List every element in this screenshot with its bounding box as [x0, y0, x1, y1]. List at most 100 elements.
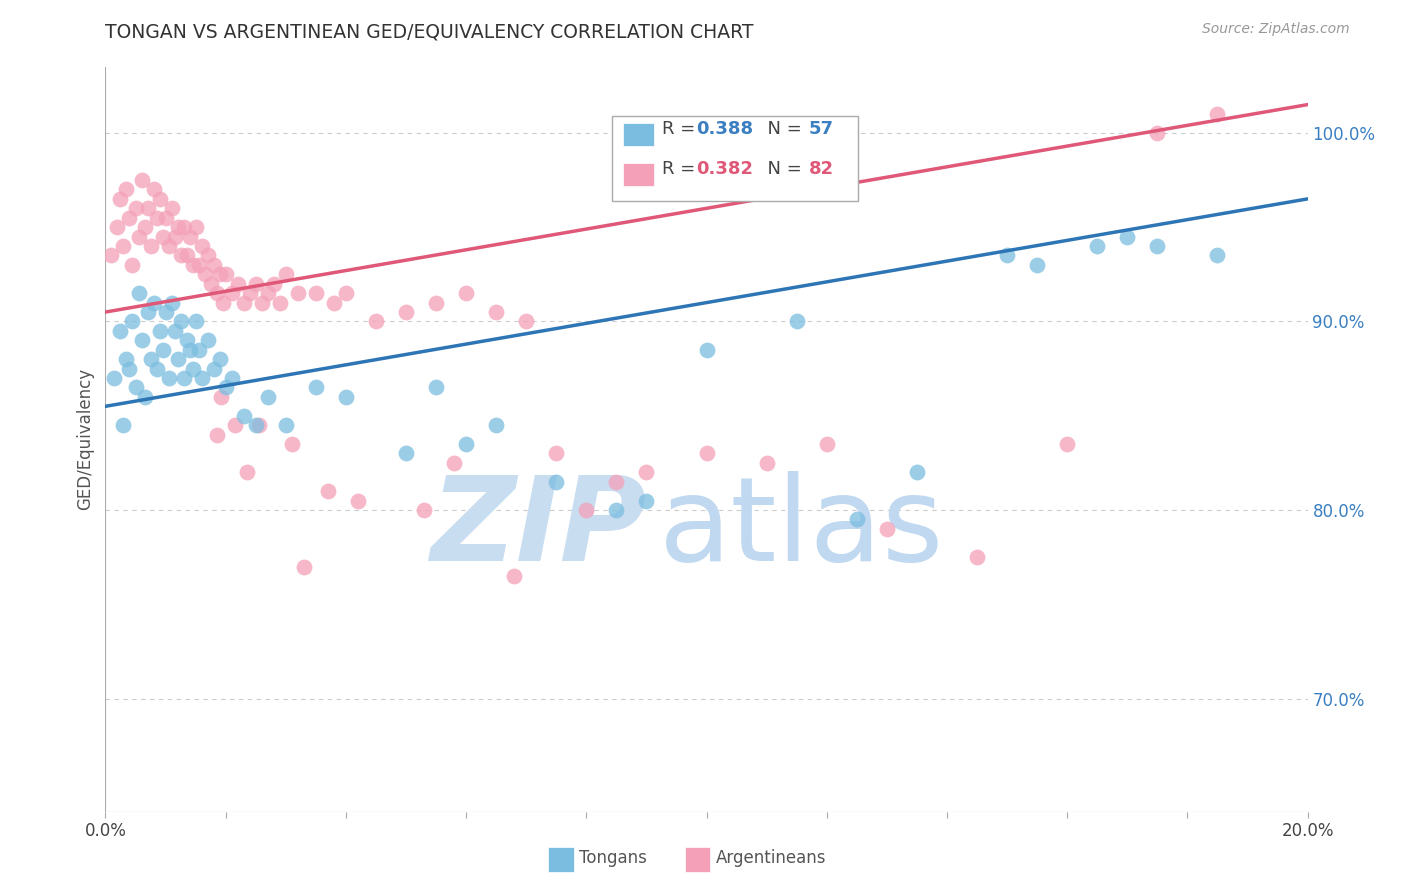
Point [1085, 239, 1108, 253]
Point [169, 248, 191, 262]
Point [184, 220, 207, 235]
Point [148, 324, 170, 338]
Point [905, 465, 928, 479]
Point [128, 229, 150, 244]
Point [118, 361, 141, 376]
Point [128, 286, 150, 301]
Point [173, 371, 195, 385]
Point [221, 286, 243, 301]
Point [163, 324, 186, 338]
Text: Source: ZipAtlas.com: Source: ZipAtlas.com [1202, 22, 1350, 37]
Text: atlas: atlas [658, 471, 943, 586]
Point [131, 334, 153, 348]
Point [546, 446, 568, 460]
Point [605, 503, 627, 517]
Text: Argentineans: Argentineans [716, 849, 827, 867]
Point [335, 286, 357, 301]
Point [815, 437, 838, 451]
Point [316, 484, 339, 499]
Point [239, 286, 262, 301]
Point [103, 371, 125, 385]
Text: TONGAN VS ARGENTINEAN GED/EQUIVALENCY CORRELATION CHART: TONGAN VS ARGENTINEAN GED/EQUIVALENCY CO… [105, 22, 754, 41]
Point [287, 286, 309, 301]
Point [1056, 437, 1078, 451]
Point [269, 295, 291, 310]
Point [425, 380, 447, 394]
Point [1026, 258, 1049, 272]
Point [425, 295, 447, 310]
Point [200, 277, 222, 291]
Point [232, 409, 254, 423]
Point [256, 390, 278, 404]
Point [181, 258, 204, 272]
Point [256, 286, 278, 301]
Point [232, 295, 254, 310]
Point [845, 512, 868, 526]
Point [136, 305, 159, 319]
Point [235, 465, 257, 479]
Point [187, 258, 209, 272]
Point [546, 475, 568, 489]
Point [142, 182, 165, 196]
Point [205, 286, 228, 301]
Point [107, 220, 129, 235]
Point [322, 295, 344, 310]
Point [169, 314, 191, 328]
Point [515, 314, 537, 328]
Point [1146, 126, 1168, 140]
Point [305, 380, 328, 394]
Point [208, 352, 231, 367]
Point [208, 268, 231, 282]
Point [179, 343, 201, 357]
Point [202, 361, 225, 376]
Point [166, 352, 188, 367]
Point [395, 446, 418, 460]
Point [1206, 107, 1229, 121]
Point [966, 550, 988, 565]
Point [163, 229, 186, 244]
Point [139, 352, 162, 367]
Point [786, 314, 808, 328]
Point [148, 192, 170, 206]
Text: 57: 57 [808, 120, 834, 138]
Point [110, 192, 132, 206]
Point [443, 456, 465, 470]
Point [636, 465, 658, 479]
Point [152, 229, 174, 244]
Point [205, 427, 228, 442]
Point [142, 295, 165, 310]
Point [155, 211, 177, 225]
Point [194, 268, 217, 282]
Point [160, 295, 183, 310]
Point [503, 569, 526, 583]
Point [115, 182, 138, 196]
Point [636, 493, 658, 508]
Point [335, 390, 357, 404]
Point [364, 314, 387, 328]
Text: 0.382: 0.382 [696, 161, 754, 178]
Y-axis label: GED/Equivalency: GED/Equivalency [76, 368, 94, 510]
Text: R =: R = [662, 120, 702, 138]
Point [184, 314, 207, 328]
Point [112, 239, 135, 253]
Point [247, 418, 270, 433]
Point [1146, 239, 1168, 253]
Point [755, 456, 778, 470]
Text: ZIP: ZIP [430, 471, 647, 586]
Point [115, 352, 138, 367]
Point [121, 258, 143, 272]
Point [250, 295, 273, 310]
Point [134, 220, 156, 235]
Point [121, 314, 143, 328]
Point [214, 268, 236, 282]
Text: 82: 82 [808, 161, 834, 178]
Point [181, 361, 204, 376]
Point [395, 305, 418, 319]
Point [575, 503, 598, 517]
Point [221, 371, 243, 385]
Text: 0.388: 0.388 [696, 120, 754, 138]
Point [197, 248, 219, 262]
Point [124, 380, 146, 394]
Point [176, 248, 198, 262]
Point [202, 258, 225, 272]
